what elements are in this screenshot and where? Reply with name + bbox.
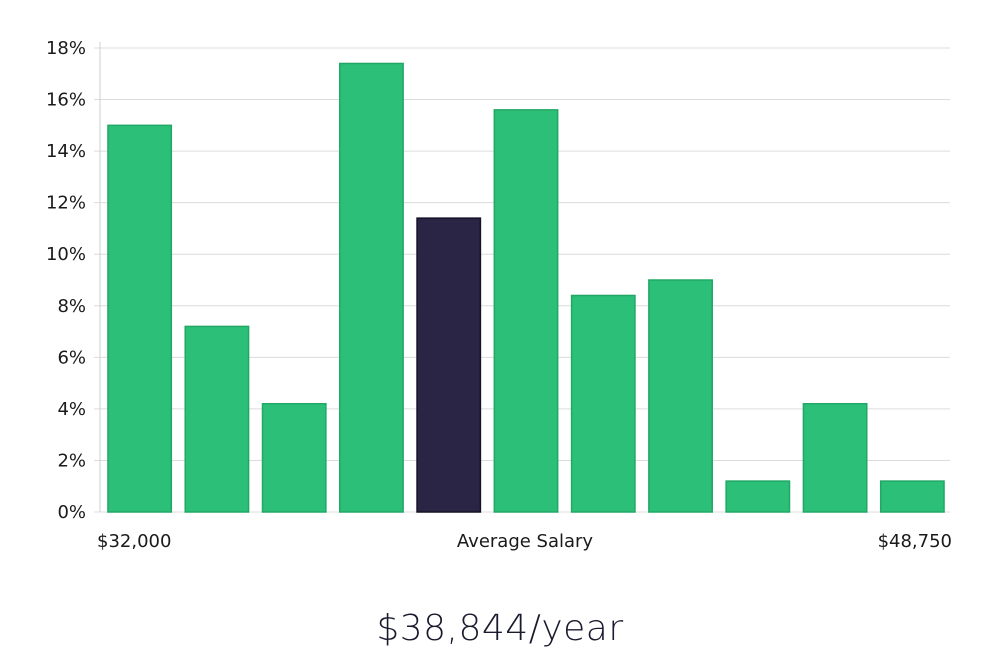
histogram-bar [802,402,868,513]
histogram-bar [570,294,636,513]
average-salary-headline: $38,844/year [376,608,624,649]
y-tick-label: 8% [57,296,86,317]
y-tick-label: 16% [46,90,86,111]
y-tick-label: 12% [46,193,86,214]
x-axis-title: Average Salary [457,531,594,552]
y-tick-label: 10% [46,244,86,265]
y-tick-label: 2% [57,450,86,471]
histogram-bar [184,325,250,513]
x-axis-start-label: $32,000 [97,531,171,552]
y-tick-label: 4% [57,399,86,420]
histogram-bar [107,124,173,513]
histogram-bar [261,402,327,513]
y-tick-label: 6% [57,347,86,368]
y-tick-label: 0% [57,502,86,523]
y-tick-label: 18% [46,38,86,59]
histogram-bar [725,480,791,513]
y-axis-tick-labels: 0% 2% 4% 6% 8% 10% 12% 14% 16% 18% [46,38,86,523]
salary-histogram-chart: 0% 2% 4% 6% 8% 10% 12% 14% 16% 18% $32,000 Averag… [46,38,952,552]
x-axis-end-label: $48,750 [878,531,952,552]
histogram-bars [107,62,945,513]
histogram-bar [339,62,404,513]
y-tick-label: 14% [46,141,86,162]
histogram-bar [648,279,713,513]
histogram-bar [493,109,559,513]
histogram-bar [879,480,945,513]
histogram-bar-highlighted [416,217,482,513]
